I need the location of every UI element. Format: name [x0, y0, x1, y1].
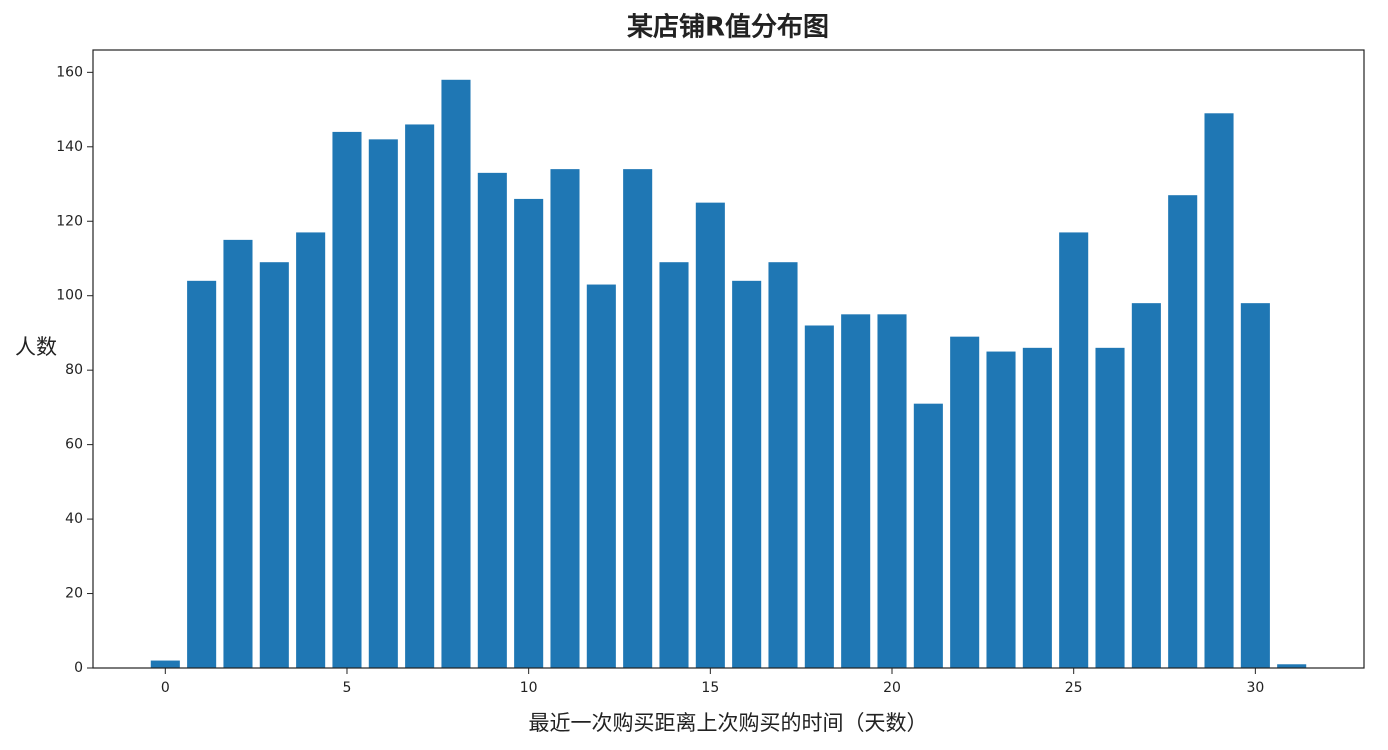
y-tick-label: 0	[74, 660, 83, 676]
y-tick-label: 160	[56, 64, 83, 80]
bar	[1095, 347, 1125, 668]
x-tick-label: 20	[883, 680, 901, 696]
bar	[1022, 347, 1052, 668]
chart-title: 某店铺R值分布图	[627, 13, 829, 43]
y-tick-label: 120	[56, 213, 83, 229]
y-tick-label: 60	[65, 437, 83, 453]
bar	[332, 131, 362, 668]
bar	[187, 280, 217, 668]
bar	[550, 169, 580, 669]
y-tick-label: 40	[65, 511, 83, 527]
x-tick-label: 10	[520, 680, 538, 696]
bar	[150, 660, 180, 668]
bar	[695, 202, 725, 668]
x-tick-label: 5	[343, 680, 352, 696]
bar	[405, 124, 435, 669]
x-tick-label: 30	[1246, 680, 1264, 696]
bar	[986, 351, 1016, 668]
bar	[913, 403, 943, 668]
bar	[1240, 303, 1270, 668]
y-tick-label: 80	[65, 362, 83, 378]
y-tick-label: 20	[65, 586, 83, 602]
bar	[1168, 195, 1198, 669]
bar	[1204, 113, 1234, 668]
bar	[804, 325, 834, 668]
bar	[514, 198, 544, 669]
bar	[1277, 664, 1307, 668]
bar	[768, 262, 798, 668]
bar	[1131, 303, 1161, 668]
bar	[259, 262, 289, 668]
bar	[877, 314, 907, 668]
plot-frame	[92, 49, 1365, 669]
bar	[950, 336, 980, 668]
bar	[841, 314, 871, 668]
y-axis-label: 人数	[15, 335, 57, 359]
x-tick-label: 0	[161, 680, 170, 696]
bar	[223, 239, 253, 668]
bar	[659, 262, 689, 668]
bar	[441, 79, 471, 668]
bar	[623, 169, 653, 669]
x-axis-label: 最近一次购买距离上次购买的时间（天数）	[529, 711, 928, 735]
bar	[732, 280, 762, 668]
bar	[1059, 232, 1089, 668]
x-tick-label: 15	[701, 680, 719, 696]
bar	[296, 232, 326, 668]
x-tick-label: 25	[1065, 680, 1083, 696]
bar	[368, 139, 398, 669]
bar	[586, 284, 616, 668]
y-tick-label: 140	[56, 139, 83, 155]
bar	[477, 172, 507, 669]
y-tick-label: 100	[56, 288, 83, 304]
